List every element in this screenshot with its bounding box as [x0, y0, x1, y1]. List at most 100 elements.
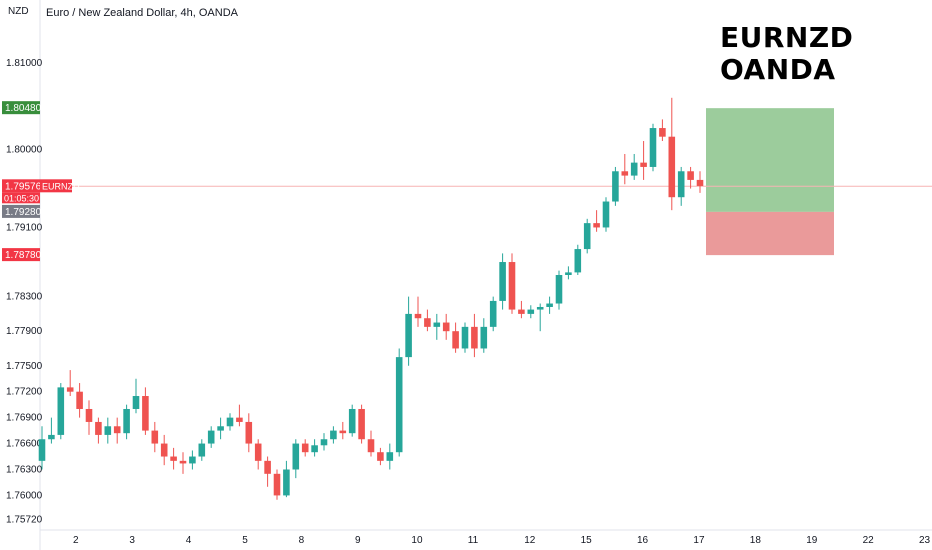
y-tick-label: 1.76000 — [6, 490, 43, 501]
candle-body — [696, 179, 704, 186]
candle-body — [104, 426, 112, 435]
candle-body — [602, 201, 610, 228]
stop-zone — [706, 211, 834, 256]
candle-body — [461, 326, 469, 349]
svg-text:1.78780: 1.78780 — [5, 250, 42, 261]
svg-text:1.80480: 1.80480 — [5, 103, 42, 114]
candle-body — [555, 275, 563, 304]
candle-body — [480, 326, 488, 349]
y-tick-label: 1.75720 — [6, 515, 43, 526]
candle-body — [123, 408, 130, 434]
candle-body — [424, 318, 431, 327]
x-tick-label: 9 — [355, 535, 361, 546]
x-tick-label: 5 — [242, 535, 248, 546]
x-tick-label: 8 — [299, 535, 305, 546]
candle-body — [142, 396, 149, 431]
candle-body — [518, 309, 525, 314]
stop-price-badge: 1.78780 — [2, 248, 42, 262]
annotation-line2: OANDA — [720, 53, 836, 86]
x-tick-label: 16 — [637, 535, 649, 546]
candle-body — [217, 426, 224, 431]
x-tick-label: 12 — [524, 535, 536, 546]
candle-body — [386, 452, 394, 461]
svg-text:1.79280: 1.79280 — [5, 207, 42, 218]
candle-body — [377, 452, 384, 461]
target-price-badge: 1.80480 — [2, 101, 42, 115]
candle-body — [292, 443, 300, 470]
candle-body — [471, 326, 478, 349]
candle-body — [245, 421, 253, 444]
y-tick-label: 1.78300 — [6, 292, 43, 303]
candle-body — [574, 249, 582, 273]
candle-body — [226, 417, 234, 427]
candle-body — [659, 128, 666, 137]
candle-body — [66, 387, 74, 392]
y-tick-label: 1.77900 — [6, 326, 43, 337]
candle-body — [170, 456, 177, 461]
candle-body — [273, 473, 281, 496]
candle-body — [179, 460, 187, 464]
candle-body — [339, 430, 347, 434]
countdown-badge: 01:05:30 — [2, 192, 40, 204]
candle-body — [395, 357, 403, 453]
svg-text:1.79576: 1.79576 — [5, 181, 42, 192]
candle-body — [95, 421, 102, 435]
x-tick-label: 2 — [73, 535, 79, 546]
candle-body — [301, 443, 309, 453]
candle-body — [546, 303, 553, 307]
candle-body — [160, 443, 168, 457]
candle-body — [358, 408, 365, 440]
candle-body — [640, 162, 647, 167]
candle-body — [236, 417, 243, 422]
candle-body — [536, 306, 544, 310]
x-tick-label: 3 — [129, 535, 135, 546]
candle-body — [452, 331, 459, 349]
candle-body — [330, 430, 337, 440]
candle-body — [151, 430, 159, 444]
y-tick-label: 1.77200 — [6, 387, 43, 398]
candle-body — [668, 136, 676, 198]
symbol-badge: EURNZD — [40, 179, 80, 193]
candle-body — [414, 313, 422, 319]
y-tick-label: 1.79100 — [6, 222, 43, 233]
candle-body — [207, 430, 215, 444]
svg-text:01:05:30: 01:05:30 — [4, 193, 39, 203]
candle-body — [649, 128, 657, 167]
y-tick-label: 1.76600 — [6, 439, 43, 450]
candle-body — [113, 426, 121, 434]
candle-body — [367, 439, 375, 453]
candle-body — [630, 162, 638, 176]
entry-price-badge: 1.79280 — [2, 204, 42, 218]
candle-body — [85, 408, 93, 422]
candle-body — [348, 408, 356, 434]
candle-body — [76, 391, 83, 409]
candle-body — [132, 396, 140, 409]
candle-body — [508, 262, 516, 310]
x-tick-label: 4 — [186, 535, 192, 546]
candle-body — [687, 171, 694, 180]
y-tick-label: 1.77500 — [6, 361, 43, 372]
candle-body — [565, 272, 572, 275]
candle-body — [677, 171, 685, 198]
y-tick-label: 1.81000 — [6, 58, 43, 69]
candle-body — [48, 434, 55, 440]
y-tick-label: 1.76900 — [6, 413, 43, 424]
candle-body — [593, 223, 600, 228]
candle-body — [499, 262, 506, 301]
current-price-badge: 1.79576 — [2, 179, 42, 193]
x-tick-label: 19 — [806, 535, 818, 546]
x-tick-label: 17 — [693, 535, 705, 546]
x-tick-label: 11 — [468, 535, 479, 546]
candle-body — [311, 445, 318, 453]
target-zone — [706, 108, 834, 212]
svg-text:EURNZD: EURNZD — [42, 181, 80, 191]
candle-body — [38, 439, 46, 461]
axis-unit-label: NZD — [8, 6, 29, 17]
candle-body — [264, 460, 271, 474]
candle-body — [254, 443, 262, 461]
x-tick-label: 15 — [581, 535, 593, 546]
candle-body — [433, 322, 441, 327]
candle-body — [320, 439, 328, 446]
candle-body — [489, 300, 497, 327]
